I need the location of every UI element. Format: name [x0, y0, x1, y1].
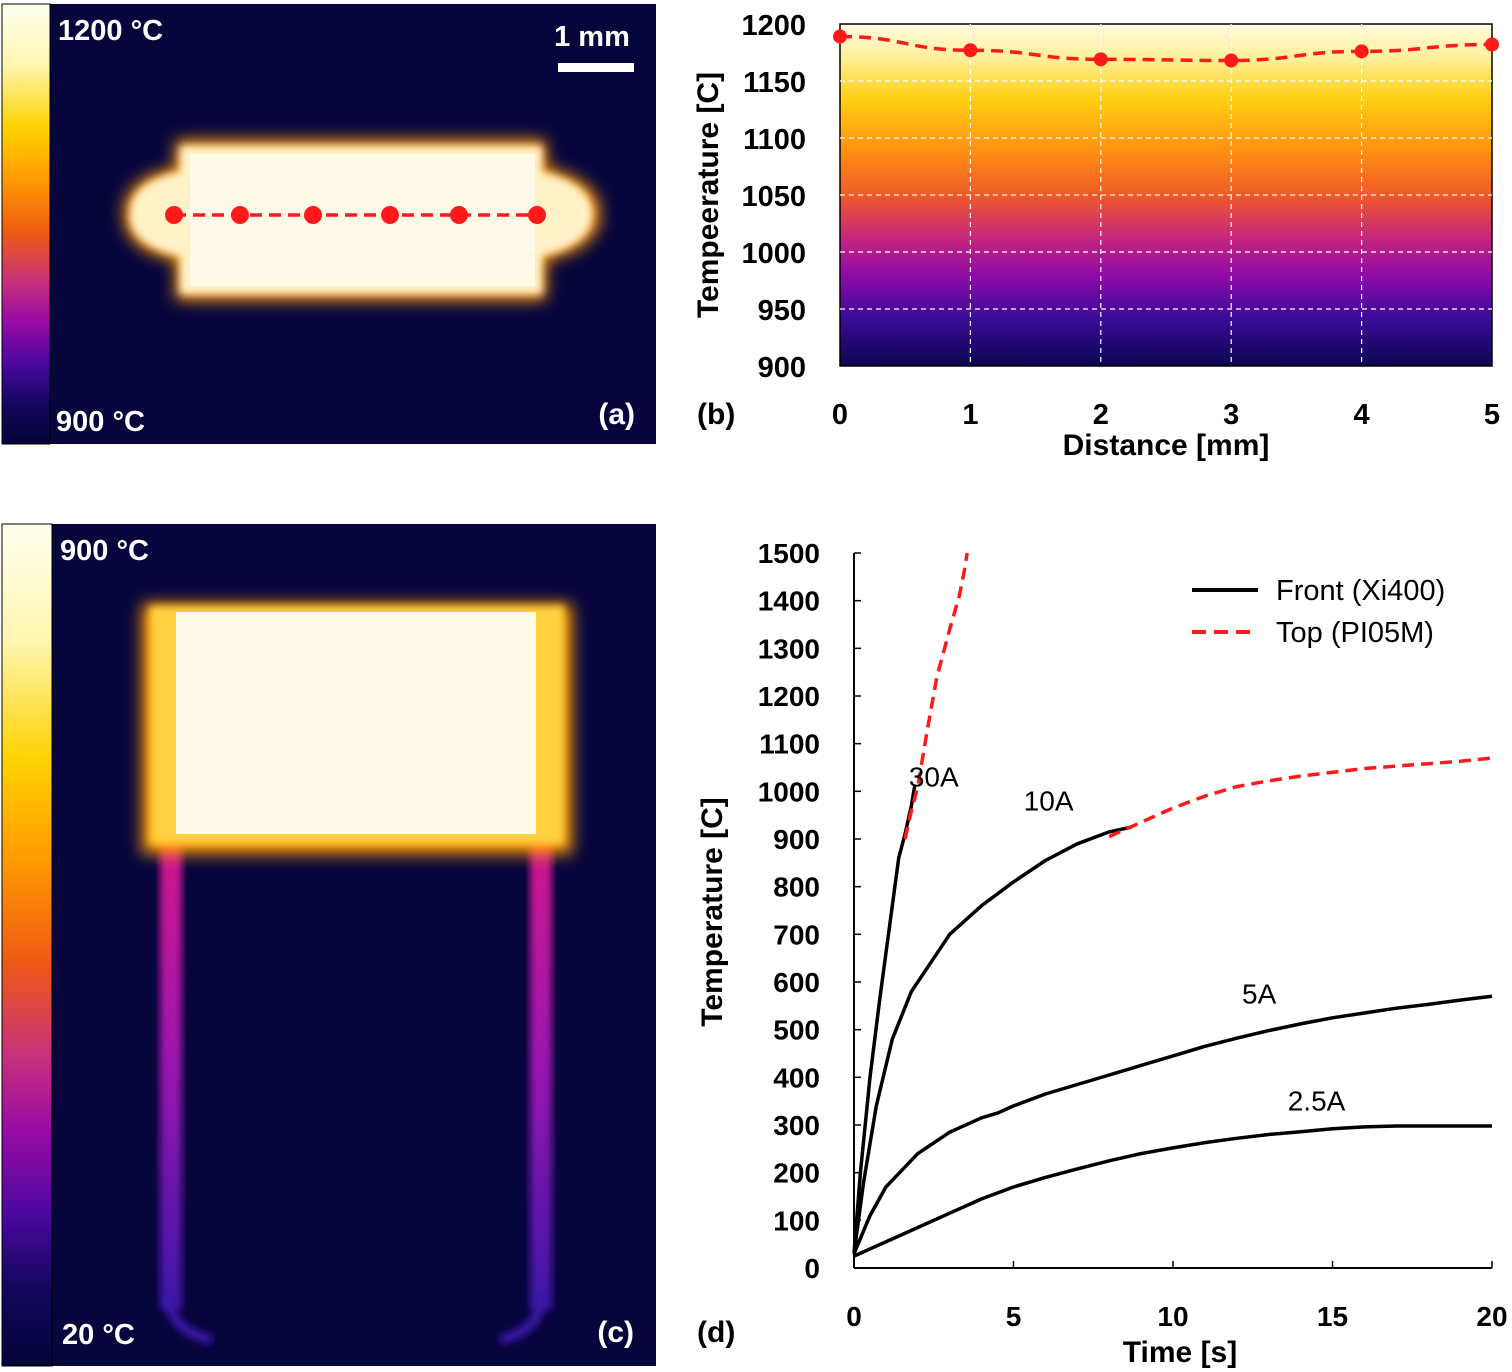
measurement-line [165, 206, 546, 224]
y-tick-label: 200 [773, 1158, 820, 1189]
measurement-point [231, 206, 249, 224]
series-line-10A [852, 825, 1132, 1254]
x-tick-label: 2 [1093, 399, 1109, 431]
x-tick-label: 3 [1223, 399, 1239, 431]
sample-legs [160, 830, 552, 1345]
y-axis-title-b: Tempeerature [C] [692, 72, 725, 318]
data-point [1093, 52, 1108, 67]
y-tick-label: 1000 [741, 238, 806, 270]
y-tick-label: 600 [773, 967, 820, 998]
y-tick-label: 1500 [758, 538, 820, 569]
measurement-point [450, 206, 468, 224]
x-axis-title-b: Distance [mm] [1063, 429, 1270, 462]
series-line-10A [1108, 756, 1493, 839]
y-axis-title-d: Temperature [C] [696, 797, 729, 1026]
panel-label-d: (d) [697, 1316, 735, 1349]
panel-a-thermal-image: 1 mm 1200 °C 900 °C (a) [1, 3, 656, 445]
x-tick-label: 1 [962, 399, 978, 431]
data-point [833, 29, 847, 44]
y-tick-label: 1100 [743, 124, 806, 156]
scale-bar-line [558, 63, 634, 72]
colorbar-min-label: 20 °C [62, 1319, 135, 1351]
curve-annotation: 5A [1242, 978, 1277, 1009]
grid-b [840, 24, 1492, 366]
scale-bar: 1 mm [554, 21, 634, 72]
y-tick-label: 1100 [759, 729, 820, 760]
heated-sample-top-view [124, 140, 600, 300]
curve-annotation: 10A [1024, 785, 1074, 816]
x-tick-label: 15 [1317, 1301, 1348, 1332]
panel-b-chart: 900 950 1000 1050 1100 1150 1200 0 1 2 3 4 5 Distan… [692, 10, 1500, 462]
panel-label: (a) [598, 398, 635, 431]
legend-label-front: Front (Xi400) [1276, 575, 1445, 607]
y-tick-label: 1000 [758, 776, 820, 807]
y-tick-label: 1150 [743, 67, 806, 99]
measurement-point [165, 206, 183, 224]
measurement-point [381, 206, 399, 224]
x-tick-label: 0 [846, 1301, 862, 1332]
y-tick-label: 100 [773, 1205, 820, 1236]
y-tick-label: 800 [773, 872, 820, 903]
x-axis-d: 0 5 10 15 20 [846, 1261, 1508, 1332]
data-point [1485, 37, 1499, 52]
series-line-5A [852, 994, 1493, 1255]
y-tick-label: 0 [804, 1253, 820, 1284]
series-line-30A [903, 552, 969, 840]
y-tick-label: 1400 [758, 586, 820, 617]
y-tick-label: 900 [758, 352, 806, 384]
y-tick-label: 1200 [758, 681, 820, 712]
panel-d-chart: 0100200300400500600700800900100011001200… [696, 538, 1508, 1369]
curve-annotation: 30A [909, 762, 959, 793]
scale-bar-label: 1 mm [554, 21, 630, 53]
y-tick-label: 900 [773, 824, 820, 855]
panel-c-thermal-image: 900 °C 20 °C (c) [1, 523, 656, 1367]
data-point [963, 43, 978, 58]
y-tick-label: 1050 [741, 181, 806, 213]
x-tick-label: 5 [1006, 1301, 1022, 1332]
panel-label-b: (b) [697, 398, 735, 431]
y-tick-label: 950 [758, 295, 806, 327]
x-tick-label: 20 [1476, 1301, 1507, 1332]
legend: Front (Xi400) Top (PI05M) [1192, 575, 1445, 649]
y-tick-label: 500 [773, 1015, 820, 1046]
colorbar-min-label: 900 °C [56, 406, 145, 438]
panel-a-colorbar [1, 3, 51, 445]
series-b [833, 29, 1499, 68]
series-line [839, 34, 1493, 63]
series-line-2.5A [853, 1124, 1492, 1258]
x-tick-label: 5 [1484, 399, 1500, 431]
annotations-d: 30A 10A 5A 2.5A [909, 762, 1346, 1117]
panel-c-colorbar [1, 523, 53, 1367]
x-tick-label: 4 [1354, 399, 1370, 431]
y-tick-label: 700 [773, 919, 820, 950]
panel-label: (c) [597, 1316, 634, 1349]
y-tick-label: 1200 [741, 10, 806, 42]
x-tick-label: 10 [1157, 1301, 1188, 1332]
data-point [1354, 44, 1369, 59]
y-axis-b: 900 950 1000 1050 1100 1150 1200 [741, 10, 806, 384]
y-tick-label: 300 [773, 1110, 820, 1141]
axes-d [853, 553, 1492, 1269]
data-point [1224, 53, 1239, 68]
y-tick-label: 400 [773, 1062, 820, 1093]
legend-label-top: Top (PI05M) [1276, 617, 1434, 649]
measurement-point [304, 206, 322, 224]
x-tick-label: 0 [832, 399, 848, 431]
curve-annotation: 2.5A [1288, 1086, 1346, 1117]
colorbar-max-label: 1200 °C [58, 15, 163, 47]
measurement-point [528, 206, 546, 224]
x-axis-title-d: Time [s] [1123, 1336, 1237, 1369]
series-d [852, 552, 1493, 1258]
y-tick-label: 1300 [758, 633, 820, 664]
x-axis-b: 0 1 2 3 4 5 [832, 399, 1500, 431]
colorbar-max-label: 900 °C [60, 535, 149, 567]
y-axis-d: 0 100 200 300 400 500 600 700 800 900 1000 1100 1200… [758, 538, 861, 1284]
heated-sample-front-view [142, 604, 572, 854]
